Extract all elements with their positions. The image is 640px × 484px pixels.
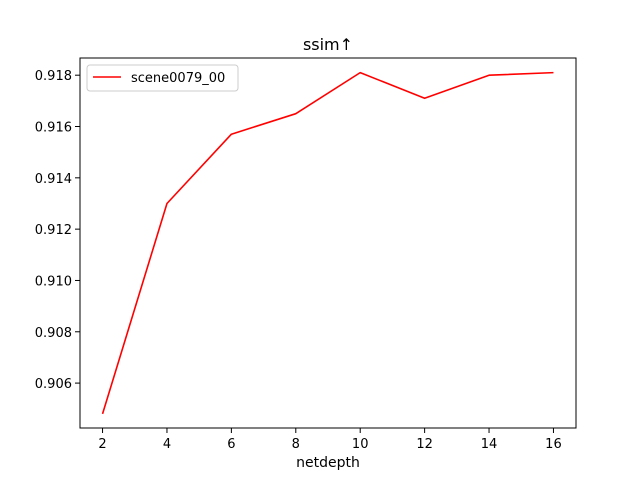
plot-frame [79, 57, 577, 429]
x-tick-label: 10 [352, 437, 369, 452]
x-axis-label: netdepth [296, 455, 360, 471]
y-tick-label: 0.910 [35, 274, 72, 289]
legend-label-scene0079_00: scene0079_00 [131, 71, 225, 86]
legend: scene0079_00 [86, 64, 239, 92]
x-tick-label: 6 [227, 437, 235, 452]
y-tick-label: 0.916 [35, 121, 72, 136]
x-tick-label: 8 [292, 437, 300, 452]
series-line-scene0079_00 [101, 71, 554, 415]
plot-area [101, 71, 554, 415]
x-tick-label: 16 [545, 437, 562, 452]
y-tick-label: 0.914 [35, 172, 72, 187]
x-tick-label: 2 [98, 437, 106, 452]
chart-title: ssim↑ [303, 35, 353, 54]
x-tick-label: 4 [163, 437, 171, 452]
y-tick-label: 0.906 [35, 377, 72, 392]
y-tick-label: 0.918 [35, 69, 72, 84]
x-tick-label: 12 [416, 437, 433, 452]
y-axis: 0.906 0.908 0.910 0.912 0.914 0.916 0.918 [35, 69, 80, 392]
legend-box [86, 64, 239, 92]
x-tick-label: 14 [481, 437, 498, 452]
y-tick-label: 0.912 [35, 223, 72, 238]
x-axis: 2 4 6 8 10 12 14 16 [98, 428, 562, 452]
y-tick-label: 0.908 [35, 326, 72, 341]
